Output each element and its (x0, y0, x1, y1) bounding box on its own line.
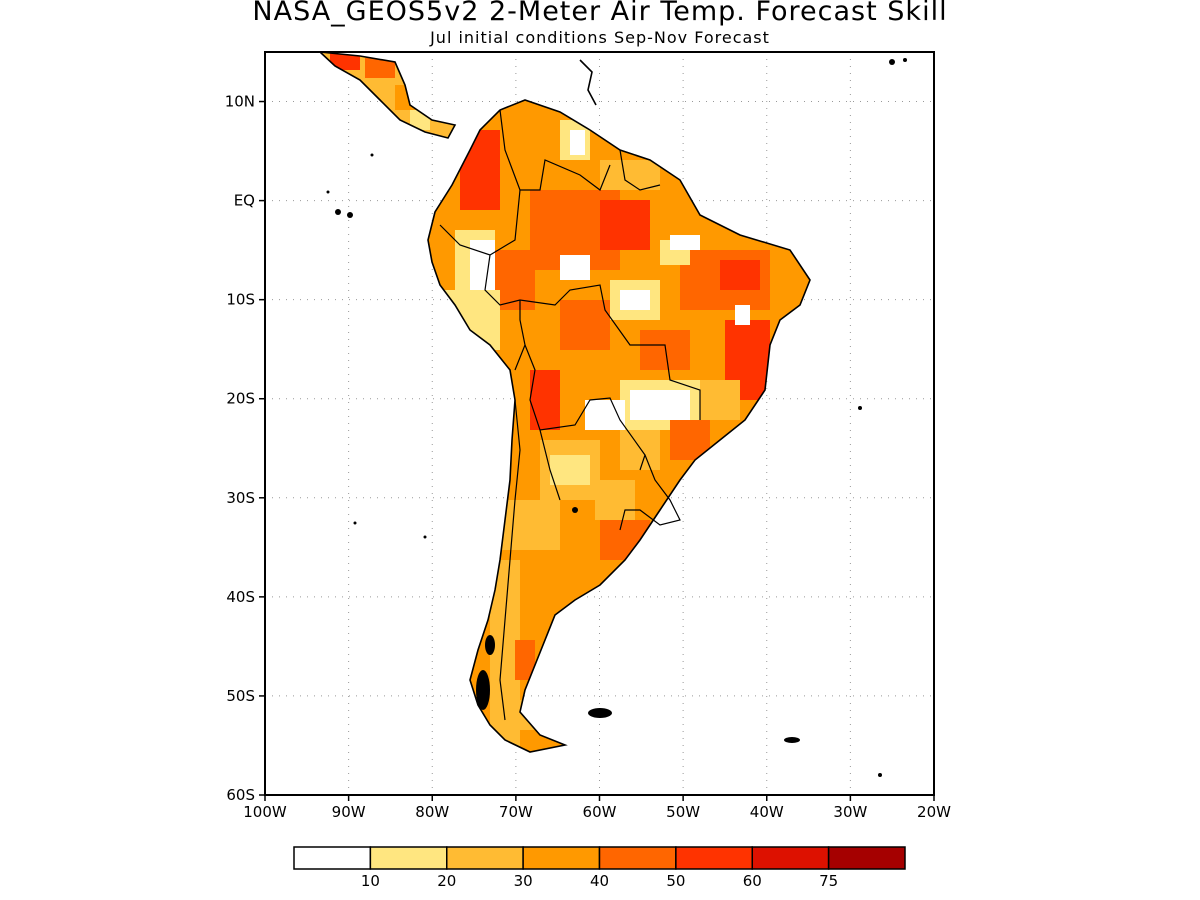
latitude-axis: 10N EQ 10S 20S 30S 40S 50S 60S (225, 93, 265, 804)
lat-tick-label: 40S (226, 588, 255, 606)
lat-tick-label: 60S (226, 786, 255, 804)
colorbar-swatch (827, 846, 906, 870)
colorbar-swatch (598, 846, 677, 870)
colorbar-swatch (446, 846, 524, 870)
lat-tick-label: 10S (226, 291, 255, 309)
colorbar-label: 60 (743, 872, 762, 890)
colorbar: 10 20 30 40 50 60 75 (293, 846, 906, 890)
lat-tick-label: 50S (226, 687, 255, 705)
lat-tick-label: 30S (226, 489, 255, 507)
lon-tick-label: 40W (750, 803, 784, 821)
lon-tick-label: 70W (499, 803, 533, 821)
colorbar-label: 10 (361, 872, 380, 890)
islands (326, 58, 907, 777)
lon-tick-label: 80W (415, 803, 449, 821)
colorbar-swatch (751, 846, 830, 870)
lon-tick-label: 20W (917, 803, 951, 821)
colorbar-swatch (675, 846, 753, 870)
central-america-coastline (317, 50, 457, 139)
lat-tick-label: EQ (234, 192, 255, 210)
lon-tick-label: 30W (833, 803, 867, 821)
map-subtitle: Jul initial conditions Sep-Nov Forecast (430, 28, 770, 47)
map-title: NASA_GEOS5v2 2-Meter Air Temp. Forecast … (252, 0, 948, 27)
colorbar-swatch (522, 846, 601, 870)
colorbar-swatch (293, 846, 372, 870)
lat-tick-label: 20S (226, 390, 255, 408)
lon-tick-label: 50W (666, 803, 700, 821)
colorbar-swatch (369, 846, 448, 870)
country-borders (439, 109, 701, 721)
lon-tick-label: 90W (332, 803, 366, 821)
longitude-axis: 100W 90W 80W 70W 60W 50W 40W 30W 20W (243, 795, 951, 821)
colorbar-label: 75 (819, 872, 838, 890)
lon-tick-label: 60W (583, 803, 617, 821)
colorbar-label: 20 (437, 872, 456, 890)
colorbar-label: 40 (590, 872, 609, 890)
south-america-coastline (427, 99, 811, 753)
colorbar-label: 50 (666, 872, 685, 890)
lon-tick-label: 100W (243, 803, 287, 821)
caribbean-coastline (579, 59, 597, 106)
lat-tick-label: 10N (225, 93, 255, 111)
colorbar-label: 30 (514, 872, 533, 890)
